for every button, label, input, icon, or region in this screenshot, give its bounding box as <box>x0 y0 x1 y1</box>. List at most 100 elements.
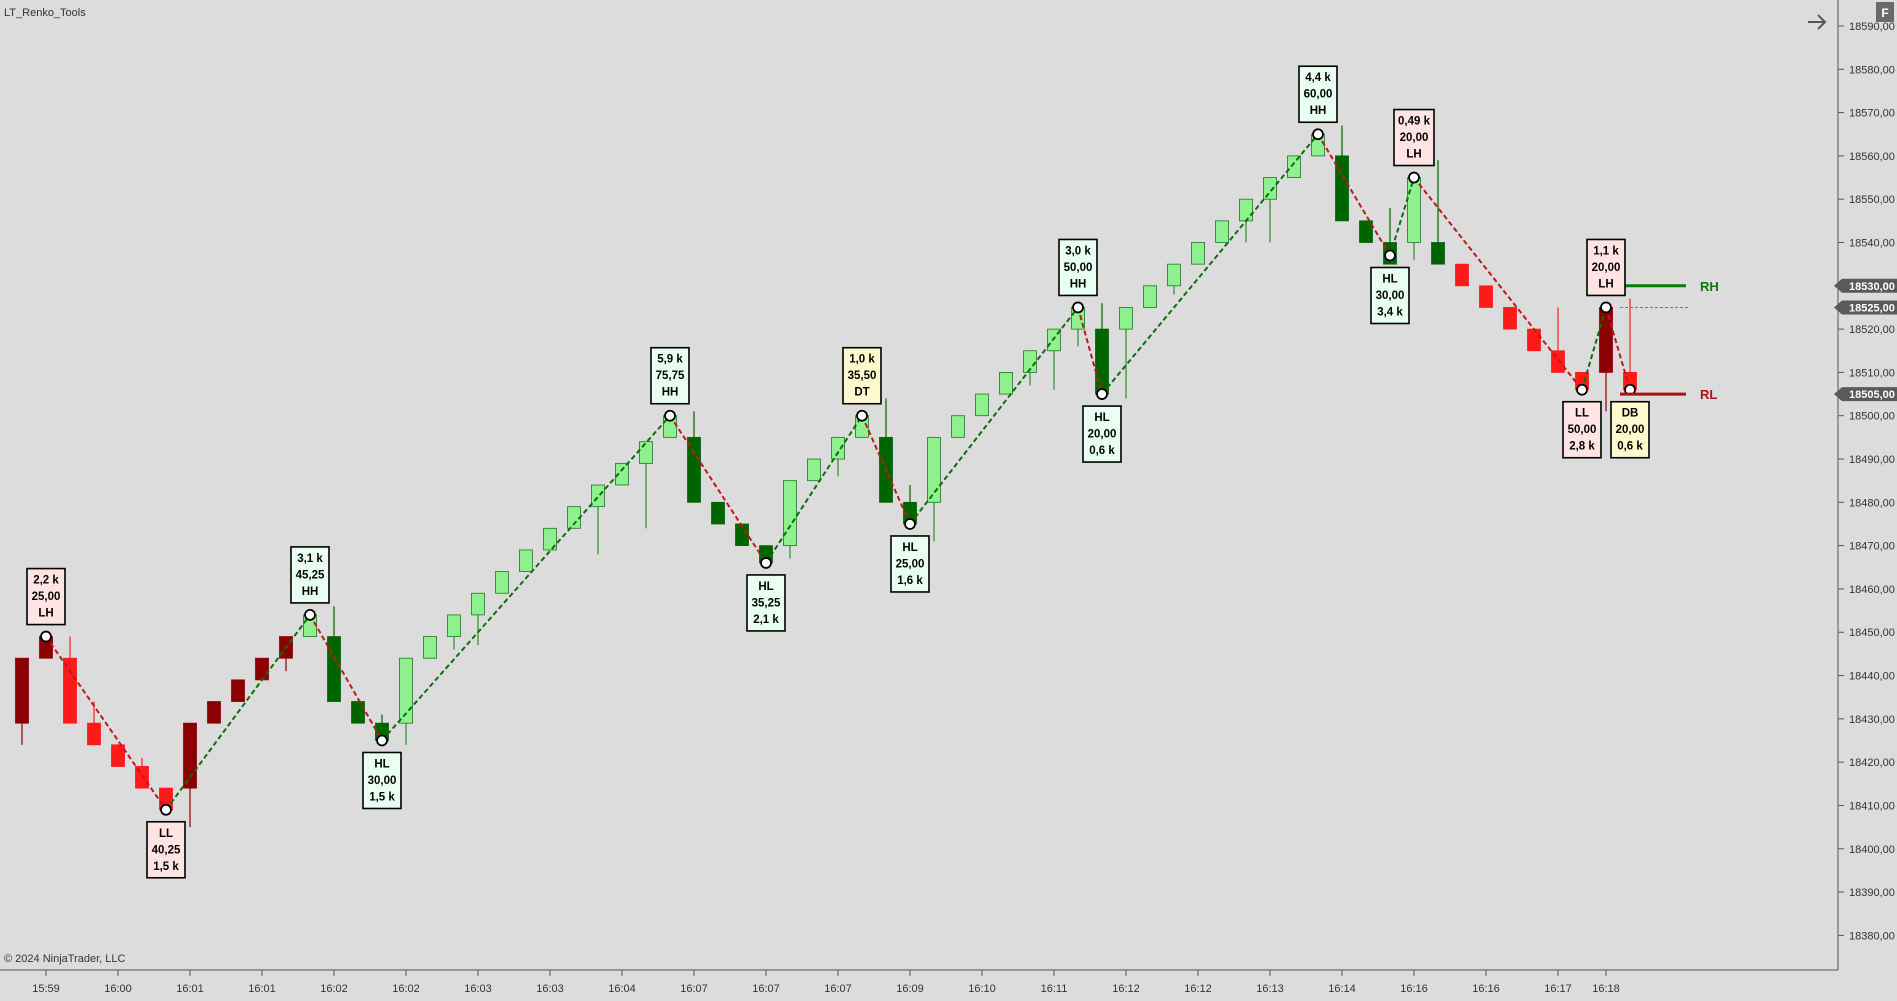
swing-label-box <box>290 546 330 604</box>
swing-label-line: 2,2 k <box>33 575 59 587</box>
price-tick-label: 18580,00 <box>1849 64 1895 76</box>
candle <box>951 415 965 438</box>
swing-label-line: HL <box>1382 273 1397 285</box>
price-tick-label: 18490,00 <box>1849 454 1895 466</box>
swing-label-line: HH <box>1070 278 1087 290</box>
swing-label-box <box>890 535 930 593</box>
swing-label-box <box>1370 266 1410 325</box>
candle <box>447 614 461 650</box>
time-tick-label: 16:07 <box>752 983 780 995</box>
zigzag-segment <box>1389 177 1415 256</box>
candle-body <box>831 436 845 460</box>
candle-body <box>111 744 125 767</box>
swing-point <box>1072 301 1084 314</box>
swing-label-line: HL <box>1094 412 1109 424</box>
candle-body <box>927 436 941 503</box>
swing-labels-layer: 2,2 k 25,00 LH LL 40,25 1,5 k 3,1 k 45,25 HH HL 30… <box>26 65 1650 879</box>
zigzag-segment <box>1413 176 1583 391</box>
candle-body <box>1191 242 1205 265</box>
swing-label-line: 3,4 k <box>1377 306 1403 318</box>
swing-point <box>664 409 676 422</box>
candle-body <box>63 657 77 724</box>
swing-label-line: HL <box>374 758 389 770</box>
swing-label-line: 20,00 <box>1616 424 1645 436</box>
time-tick-label: 16:02 <box>392 983 420 995</box>
candle <box>927 436 941 542</box>
swing-label-box <box>146 820 186 879</box>
candle-body <box>1527 328 1541 352</box>
candle <box>519 549 533 573</box>
candle-body <box>639 441 653 464</box>
swing-label: 1,0 k 35,50 DT <box>842 346 882 405</box>
swing-point <box>856 409 868 422</box>
swing-label-line: 75,75 <box>656 370 685 382</box>
swing-point <box>1600 301 1612 314</box>
swing-point <box>160 803 172 816</box>
candle-body <box>471 592 485 616</box>
price-tick-label: 18460,00 <box>1849 584 1895 596</box>
swing-label-line: 50,00 <box>1064 262 1093 274</box>
swing-label-line: 25,00 <box>32 591 61 603</box>
zigzag-segment <box>861 415 911 525</box>
candle-body <box>87 722 101 746</box>
candle <box>1503 307 1517 330</box>
candle-body <box>783 480 797 547</box>
candle-body <box>1119 307 1133 330</box>
candle-body <box>183 722 197 789</box>
swing-label-line: 5,9 k <box>657 354 683 366</box>
f-button[interactable]: F <box>1876 2 1894 22</box>
price-axis[interactable]: 18380,00 18390,00 18400,00 18410,00 18420,00… <box>1838 21 1895 942</box>
time-tick-label: 16:07 <box>680 983 708 995</box>
candle <box>63 636 77 724</box>
zigzag-segment <box>1101 133 1319 395</box>
swing-label-box <box>650 346 690 405</box>
swing-label-box <box>746 574 786 632</box>
candle <box>351 701 365 724</box>
candle-body <box>495 571 509 594</box>
candle-body <box>351 701 365 724</box>
price-tick-label: 18450,00 <box>1849 627 1895 639</box>
swing-label-line: 1,5 k <box>153 861 179 873</box>
price-badge-label: 18530,00 <box>1849 281 1895 293</box>
candle-body <box>423 636 437 659</box>
price-tick-label: 18520,00 <box>1849 324 1895 336</box>
candle-body <box>807 458 821 482</box>
swing-label-box <box>1058 238 1098 297</box>
time-tick-label: 16:10 <box>968 983 996 995</box>
candle <box>423 636 437 659</box>
candle <box>231 679 245 702</box>
swing-label-line: 1,1 k <box>1593 245 1619 257</box>
price-badge-shape <box>1834 278 1897 293</box>
price-tick-label: 18590,00 <box>1849 21 1895 33</box>
candle-body <box>15 657 29 724</box>
candle <box>1431 160 1445 265</box>
swing-point <box>40 630 52 643</box>
swing-label-line: LL <box>1575 408 1589 420</box>
swing-label-line: 30,00 <box>1376 290 1405 302</box>
swing-label-box <box>362 751 402 810</box>
candle-body <box>447 614 461 637</box>
candle <box>1479 285 1493 308</box>
candle-body <box>1599 307 1613 373</box>
candle-body <box>1143 285 1157 308</box>
swing-label-line: 1,5 k <box>369 791 395 803</box>
time-tick-label: 16:00 <box>104 983 132 995</box>
swing-label-line: 20,00 <box>1400 132 1429 144</box>
time-tick-label: 16:16 <box>1400 983 1428 995</box>
candle <box>183 722 197 828</box>
time-axis[interactable]: 15:59 16:00 16:01 16:01 16:02 16:02 16:03 16:03… <box>32 970 1620 995</box>
zigzag-segment <box>45 635 167 811</box>
candle <box>783 480 797 559</box>
time-tick-label: 15:59 <box>32 983 60 995</box>
candle-body <box>1167 263 1181 287</box>
chart-title: LT_Renko_Tools <box>4 7 86 19</box>
candle-body <box>1023 350 1037 373</box>
swing-label-line: 4,4 k <box>1305 72 1331 84</box>
swing-point <box>376 734 388 747</box>
arrow-right-icon[interactable] <box>1800 8 1830 36</box>
levels-layer: RH RL <box>1620 279 1719 402</box>
candle <box>1455 263 1469 287</box>
swing-point <box>1312 128 1324 141</box>
